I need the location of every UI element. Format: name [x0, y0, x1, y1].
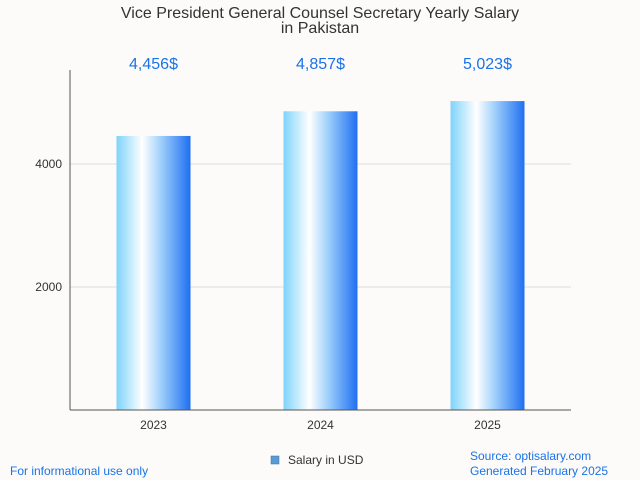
- legend-label: Salary in USD: [288, 453, 364, 467]
- bars: [116, 101, 525, 411]
- chart-subtitle: in Pakistan: [281, 20, 359, 37]
- x-tick-label: 2024: [307, 418, 334, 432]
- y-axis-ticks: 2000 4000: [35, 157, 62, 294]
- bar: [450, 101, 525, 410]
- x-tick-label: 2023: [140, 418, 167, 432]
- x-axis-ticks: 2023 2024 2025: [140, 418, 501, 432]
- data-label: 4,456$: [129, 56, 178, 73]
- y-tick-label: 4000: [35, 157, 62, 171]
- data-label: 5,023$: [463, 56, 512, 73]
- legend-swatch: [270, 455, 280, 465]
- x-tick-label: 2025: [474, 418, 501, 432]
- chart-title: Vice President General Counsel Secretary…: [121, 5, 519, 22]
- data-labels: 4,456$ 4,857$ 5,023$: [129, 56, 512, 73]
- legend: Salary in USD: [270, 453, 364, 467]
- bar: [116, 135, 191, 410]
- footer-source: Source: optisalary.com: [470, 449, 591, 463]
- y-tick-label: 2000: [35, 280, 62, 294]
- data-label: 4,857$: [296, 56, 345, 73]
- footer-generated: Generated February 2025: [470, 464, 608, 478]
- bar: [283, 111, 358, 411]
- footer-disclaimer: For informational use only: [10, 464, 148, 478]
